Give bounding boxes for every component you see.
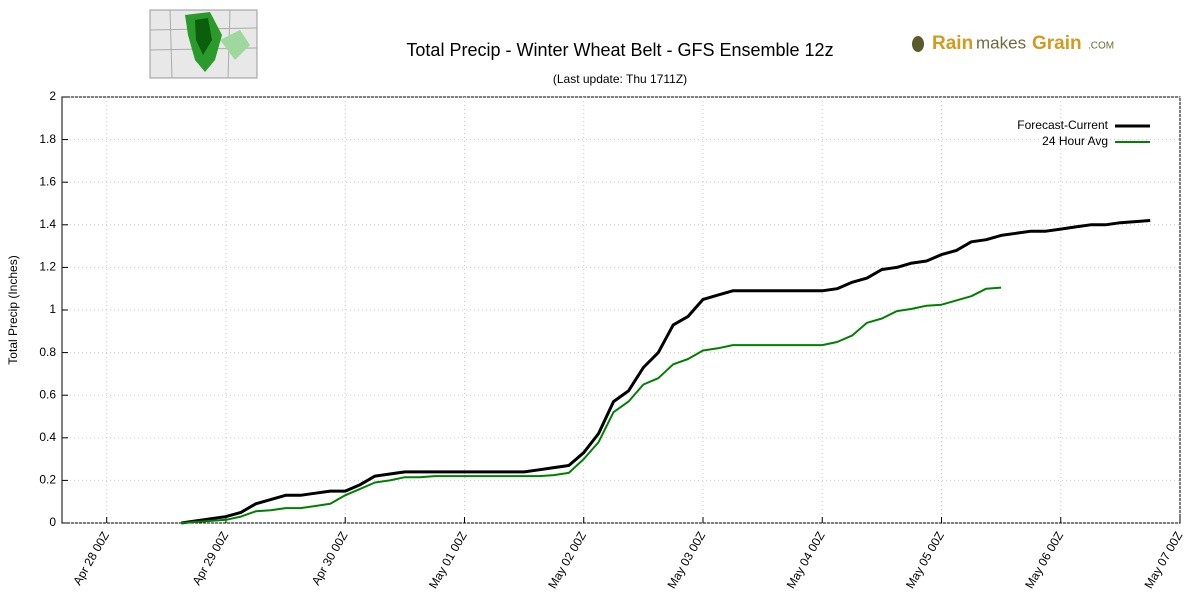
logo: Rain makes Grain .COM xyxy=(912,33,1114,54)
x-tick-label: May 02 00Z xyxy=(545,529,589,591)
x-tick-label: May 06 00Z xyxy=(1022,529,1066,591)
x-tick-label: Apr 28 00Z xyxy=(70,529,112,587)
y-tick-label: 1 xyxy=(49,302,56,316)
series-line xyxy=(181,219,1151,525)
logo-suffix: .COM xyxy=(1088,41,1114,52)
y-axis-label: Total Precip (Inches) xyxy=(6,255,20,364)
x-tick-label: Apr 30 00Z xyxy=(309,529,351,587)
series-line xyxy=(181,286,1002,524)
y-tick-label: 0.4 xyxy=(39,430,56,444)
y-tick-label: 1.2 xyxy=(39,260,56,274)
x-tick-label: Apr 29 00Z xyxy=(190,529,232,587)
x-tick-label: May 07 00Z xyxy=(1142,529,1186,591)
map-thumbnail xyxy=(149,9,258,79)
x-tick-label: May 04 00Z xyxy=(784,529,828,591)
legend-label: 24 Hour Avg xyxy=(1042,134,1108,148)
y-tick-label: 1.6 xyxy=(39,174,56,188)
x-tick-label: May 05 00Z xyxy=(903,529,947,591)
y-tick-label: 2 xyxy=(49,89,56,103)
logo-text: makes xyxy=(976,33,1026,52)
chart-subtitle: (Last update: Thu 1711Z) xyxy=(553,72,687,86)
y-tick-label: 0.8 xyxy=(39,345,56,359)
y-tick-label: 1.4 xyxy=(39,217,56,231)
y-tick-label: 0.6 xyxy=(39,387,56,401)
chart-title: Total Precip - Winter Wheat Belt - GFS E… xyxy=(406,40,833,60)
logo-text: Grain xyxy=(1032,33,1082,54)
plot-frame xyxy=(61,96,1181,524)
y-tick-label: 0 xyxy=(49,515,56,529)
y-tick-label: 1.8 xyxy=(39,132,56,146)
legend-label: Forecast-Current xyxy=(1017,118,1108,132)
x-tick-label: May 01 00Z xyxy=(426,529,470,591)
logo-text: Rain xyxy=(932,33,973,54)
y-tick-label: 0.2 xyxy=(39,473,56,487)
x-tick-label: May 03 00Z xyxy=(665,529,709,591)
